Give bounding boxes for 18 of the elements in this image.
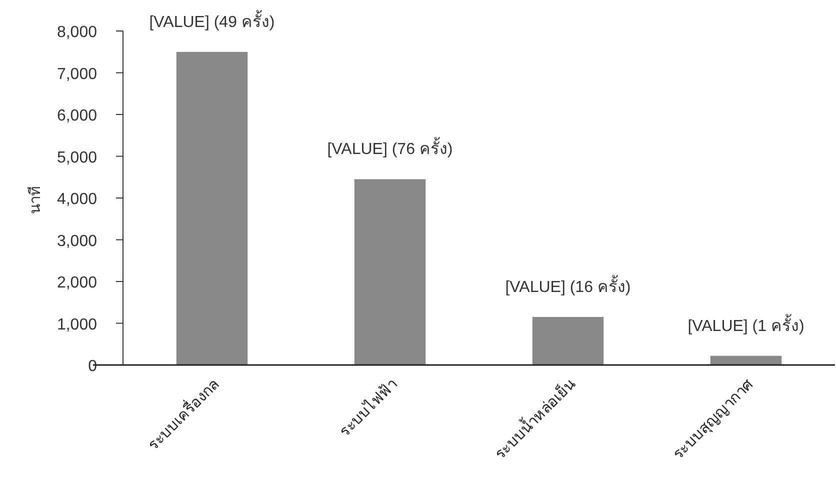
y-tick-label: 6,000	[56, 108, 98, 124]
bar	[532, 316, 604, 365]
annotation: [VALUE] (49 ครั้ง)	[149, 10, 275, 31]
y-tick-label: 1,000	[56, 316, 98, 334]
y-tick-label: 2,000	[56, 274, 98, 292]
bar	[176, 52, 248, 365]
y-axis-title: นาที	[27, 186, 44, 214]
y-tick-label: 4,000	[56, 191, 98, 208]
annotation: [VALUE] (76 ครั้ง)	[327, 137, 453, 158]
y-tick-label: 5,000	[56, 149, 98, 166]
bar	[710, 356, 782, 365]
y-tick-label: 0	[88, 358, 98, 375]
bar	[354, 179, 426, 365]
annotation: [VALUE] (16 ครั้ง)	[505, 274, 631, 296]
annotation: [VALUE] (1 ครั้ง)	[688, 314, 804, 335]
y-tick-label: 3,000	[56, 232, 98, 250]
y-tick-label: 7,000	[56, 66, 98, 83]
y-tick-label: 8,000	[56, 24, 98, 41]
